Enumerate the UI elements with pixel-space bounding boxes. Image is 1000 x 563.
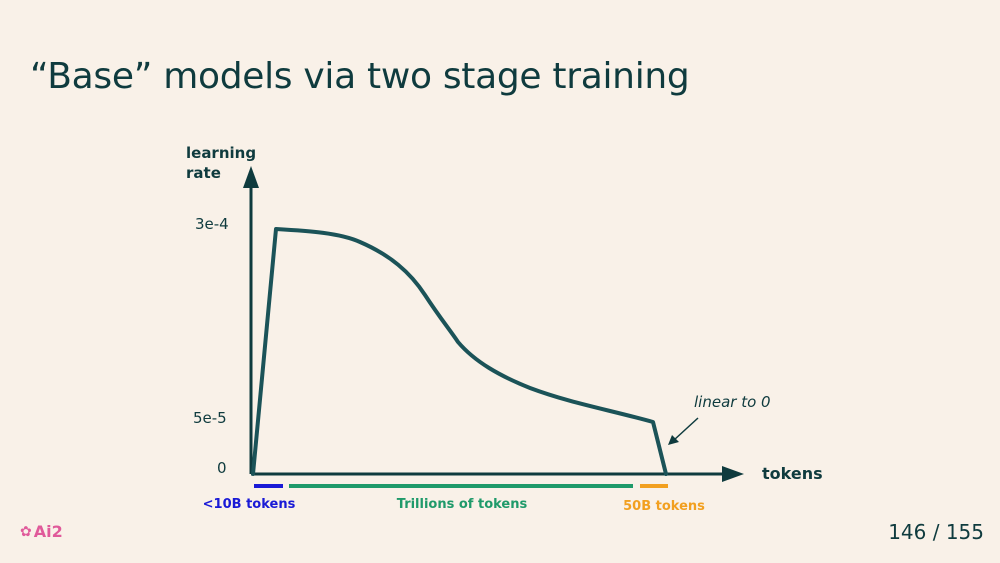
learning-rate-curve [251, 227, 668, 476]
stage-label-warmup: <10B tokens [203, 497, 296, 512]
page-number: 146 / 155 [888, 520, 984, 544]
slide-title: “Base” models via two stage training [30, 56, 690, 97]
ai2-logo: ✿ Ai2 [20, 522, 63, 541]
y-axis-arrow [243, 166, 259, 188]
y-tick-zero: 0 [217, 459, 227, 477]
x-axis-label: tokens [762, 464, 823, 483]
stage-label-pretraining: Trillions of tokens [397, 497, 528, 512]
logo-text: Ai2 [33, 522, 63, 541]
flower-icon: ✿ [20, 523, 32, 540]
y-tick-high: 3e-4 [195, 215, 229, 233]
annotation-arrowhead [668, 435, 679, 445]
y-axis-label-line1: learning [186, 144, 256, 162]
x-axis-arrow [722, 466, 744, 482]
y-axis-label-line2: rate [186, 164, 221, 182]
stage-label-annealing: 50B tokens [623, 499, 705, 514]
annotation-linear-to-0: linear to 0 [694, 393, 771, 411]
annotation-arrow [673, 417, 699, 441]
y-tick-mid: 5e-5 [193, 409, 227, 427]
